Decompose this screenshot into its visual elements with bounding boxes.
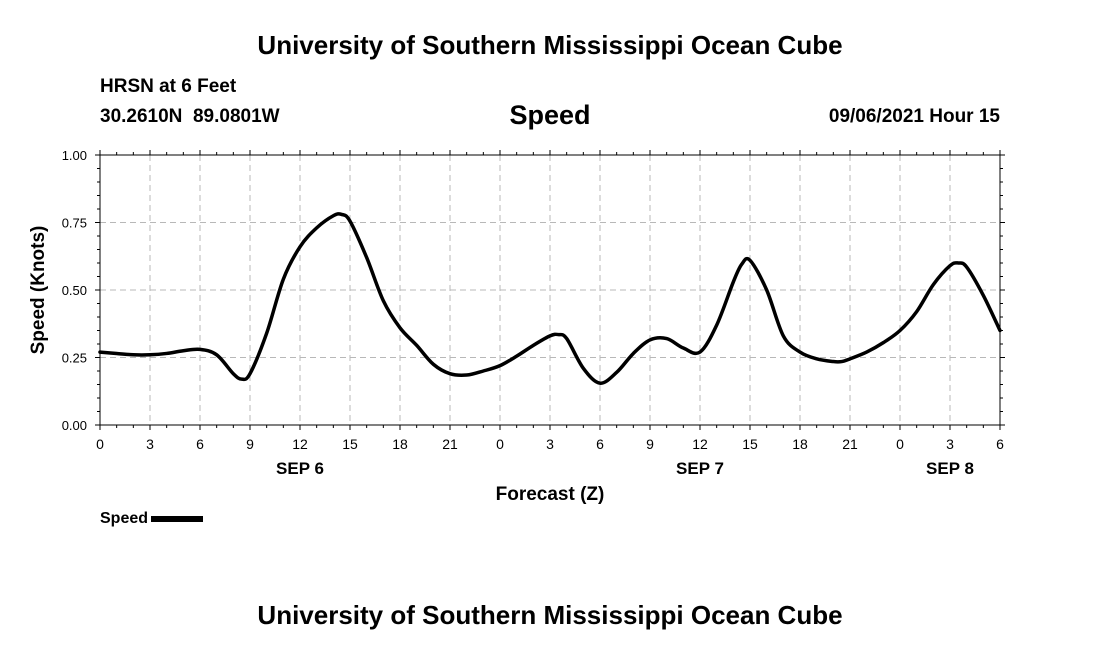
y-tick-label: 0.50 (62, 283, 87, 298)
x-tick-label: 18 (792, 436, 808, 452)
legend-label: Speed (100, 510, 149, 527)
chart-bottom-title: University of Southern Mississippi Ocean… (257, 600, 843, 630)
legend-line-swatch (151, 516, 204, 522)
series-line-speed (98, 212, 1002, 385)
x-tick-label: 3 (546, 436, 554, 452)
x-tick-label: 15 (742, 436, 758, 452)
x-tick-label: 9 (646, 436, 654, 452)
x-tick-label: 15 (342, 436, 358, 452)
y-tick-label: 0.25 (62, 351, 87, 366)
forecast-datetime: 09/06/2021 Hour 15 (828, 106, 1000, 127)
date-label: SEP 6 (276, 459, 324, 478)
x-tick-label: 6 (996, 436, 1004, 452)
x-tick-label: 0 (96, 436, 104, 452)
y-tick-label: 1.00 (62, 148, 87, 163)
date-label: SEP 8 (926, 459, 974, 478)
x-tick-label: 3 (946, 436, 954, 452)
x-axis-label: Forecast (Z) (496, 484, 605, 505)
station-coordinates: 30.2610N 89.0801W (100, 106, 280, 127)
y-tick-label: 0.00 (62, 418, 87, 433)
x-tick-label: 21 (842, 436, 858, 452)
variable-title: Speed (509, 100, 591, 130)
chart-top-title: University of Southern Mississippi Ocean… (257, 30, 843, 60)
x-tick-label: 12 (692, 436, 708, 452)
x-tick-label: 0 (896, 436, 904, 452)
x-tick-label: 6 (196, 436, 204, 452)
x-tick-label: 3 (146, 436, 154, 452)
y-tick-label: 0.75 (62, 216, 87, 231)
station-label: HRSN at 6 Feet (100, 76, 237, 97)
x-tick-label: 9 (246, 436, 254, 452)
legend: Speed (100, 510, 204, 528)
x-tick-label: 6 (596, 436, 604, 452)
x-tick-label: 18 (392, 436, 408, 452)
x-tick-label: 12 (292, 436, 308, 452)
x-tick-label: 0 (496, 436, 504, 452)
x-tick-label: 21 (442, 436, 458, 452)
y-axis-label: Speed (Knots) (28, 226, 49, 355)
date-label: SEP 7 (676, 459, 724, 478)
